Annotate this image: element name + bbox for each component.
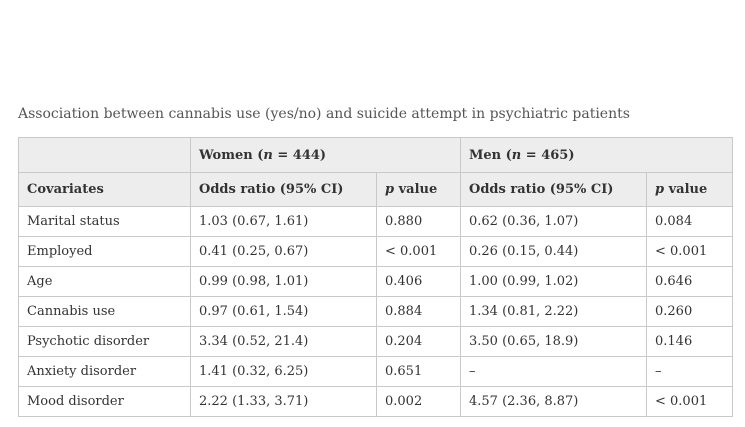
table-row: Anxiety disorder 1.41 (0.32, 6.25) 0.651… (18, 356, 734, 387)
men-p-value-header: p value (645, 172, 734, 207)
men-group-header: Men (n = 465) (459, 137, 734, 173)
women-odds-ratio-header: Odds ratio (95% CI) (190, 172, 377, 207)
women-or-cell: 1.41 (0.32, 6.25) (190, 356, 377, 387)
table-row: Cannabis use 0.97 (0.61, 1.54) 0.884 1.3… (18, 296, 734, 327)
women-p-cell: 0.880 (376, 206, 461, 237)
men-p-cell: 0.084 (645, 206, 734, 237)
table-row: Marital status 1.03 (0.67, 1.61) 0.880 0… (18, 206, 734, 237)
women-p-cell: < 0.001 (376, 236, 461, 267)
men-or-cell: 3.50 (0.65, 18.9) (460, 326, 647, 357)
men-p-cell: 0.646 (645, 266, 734, 297)
women-p-value-header: p value (376, 172, 461, 207)
men-odds-ratio-header: Odds ratio (95% CI) (460, 172, 647, 207)
women-or-cell: 0.41 (0.25, 0.67) (190, 236, 377, 267)
men-p-cell: < 0.001 (645, 236, 734, 267)
men-p-cell: 0.146 (645, 326, 734, 357)
covariate-cell: Employed (18, 236, 191, 267)
group-header-row: Women (n = 444) Men (n = 465) (18, 137, 734, 173)
covariate-cell: Age (18, 266, 191, 297)
covariates-header: Covariates (18, 172, 191, 207)
covariate-cell: Cannabis use (18, 296, 191, 327)
table-row: Employed 0.41 (0.25, 0.67) < 0.001 0.26 … (18, 236, 734, 267)
men-or-cell: 0.62 (0.36, 1.07) (460, 206, 647, 237)
men-or-cell: 1.34 (0.81, 2.22) (460, 296, 647, 327)
women-p-cell: 0.884 (376, 296, 461, 327)
women-or-cell: 3.34 (0.52, 21.4) (190, 326, 377, 357)
men-p-cell: 0.260 (645, 296, 734, 327)
table-row: Psychotic disorder 3.34 (0.52, 21.4) 0.2… (18, 326, 734, 357)
table-row: Age 0.99 (0.98, 1.01) 0.406 1.00 (0.99, … (18, 266, 734, 297)
women-p-cell: 0.406 (376, 266, 461, 297)
women-p-cell: 0.204 (376, 326, 461, 357)
women-or-cell: 1.03 (0.67, 1.61) (190, 206, 377, 237)
men-or-cell: – (460, 356, 647, 387)
men-or-cell: 0.26 (0.15, 0.44) (460, 236, 647, 267)
table-row: Mood disorder 2.22 (1.33, 3.71) 0.002 4.… (18, 386, 734, 417)
men-p-cell: – (645, 356, 734, 387)
women-or-cell: 0.97 (0.61, 1.54) (190, 296, 377, 327)
women-or-cell: 0.99 (0.98, 1.01) (190, 266, 377, 297)
column-header-row: Covariates Odds ratio (95% CI) p value O… (18, 172, 734, 207)
covariate-cell: Mood disorder (18, 386, 191, 417)
covariate-cell: Marital status (18, 206, 191, 237)
women-group-header: Women (n = 444) (190, 137, 461, 173)
covariate-cell: Psychotic disorder (18, 326, 191, 357)
results-table: Women (n = 444) Men (n = 465) Covariates… (18, 137, 734, 417)
table-caption: Association between cannabis use (yes/no… (18, 106, 630, 122)
covariate-cell: Anxiety disorder (18, 356, 191, 387)
women-or-cell: 2.22 (1.33, 3.71) (190, 386, 377, 417)
empty-header-cell (18, 137, 191, 173)
men-p-cell: < 0.001 (645, 386, 734, 417)
men-or-cell: 4.57 (2.36, 8.87) (460, 386, 647, 417)
women-p-cell: 0.002 (376, 386, 461, 417)
women-p-cell: 0.651 (376, 356, 461, 387)
men-or-cell: 1.00 (0.99, 1.02) (460, 266, 647, 297)
